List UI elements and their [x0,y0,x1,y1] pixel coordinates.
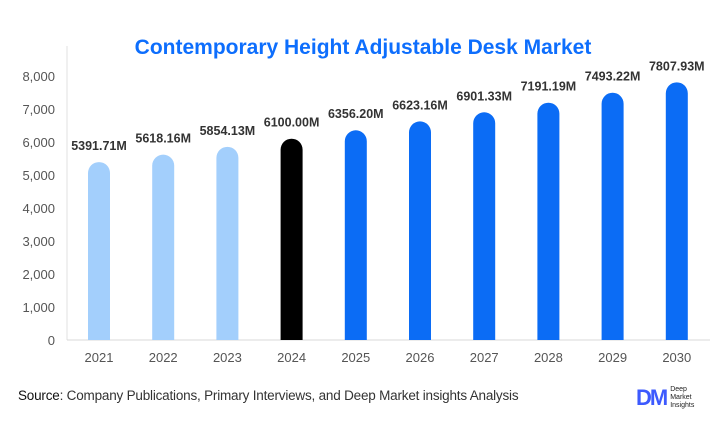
x-tick-label: 2028 [534,350,563,365]
bar-2024 [280,138,303,340]
bar-2030 [665,82,688,340]
bar-2026 [409,121,431,340]
logo-mark: DM [636,385,668,410]
x-tick-label: 2029 [598,350,627,365]
data-label: 6356.20M [328,107,384,121]
bar-chart: 0 1,000 2,000 3,000 4,000 5,000 6,000 7,000 8,00… [22,46,710,365]
y-tick-label: 2,000 [22,267,55,282]
y-tick-label: 6,000 [22,135,55,150]
bar-2022 [152,154,175,340]
y-tick-label: 5,000 [22,168,55,183]
x-tick-label: 2023 [213,350,242,365]
y-tick-label: 8,000 [22,69,55,84]
y-tick-label: 7,000 [22,102,55,117]
logo: DM Deep Market Insights [636,385,694,411]
data-label: 7493.22M [585,70,641,84]
chart-title: Contemporary Height Adjustable Desk Mark… [134,36,592,59]
x-tick-label: 2024 [277,350,306,365]
logo-text: Deep Market Insights [670,386,695,409]
y-tick-label: 1,000 [22,300,55,315]
x-tick-label: 2022 [149,350,178,365]
bar-2021 [88,162,110,340]
data-label: 5618.16M [135,132,191,146]
x-tick-label: 2021 [85,350,114,365]
bar-2027 [473,112,496,341]
bar-2029 [601,92,624,340]
data-label: 6100.00M [264,116,320,130]
x-tick-label: 2026 [406,350,435,365]
x-tick-label: 2030 [662,350,691,365]
x-tick-label: 2027 [470,350,499,365]
y-tick-label: 0 [48,333,55,348]
bar-2025 [344,130,367,340]
source-label: Source [18,388,60,403]
source-text: : Company Publications, Primary Intervie… [59,388,519,403]
y-tick-label: 3,000 [22,234,55,249]
source-note: Source: Company Publications, Primary In… [18,388,519,403]
data-label: 6623.16M [392,98,448,112]
data-label: 6901.33M [456,89,512,103]
data-label: 5391.71M [71,139,127,153]
x-tick-label: 2025 [341,350,370,365]
data-label: 5854.13M [200,124,256,138]
bar-2023 [216,146,239,340]
bar-2028 [537,102,560,340]
y-tick-label: 4,000 [22,201,55,216]
data-label: 7191.19M [521,80,577,94]
data-label: 7807.93M [649,59,705,73]
